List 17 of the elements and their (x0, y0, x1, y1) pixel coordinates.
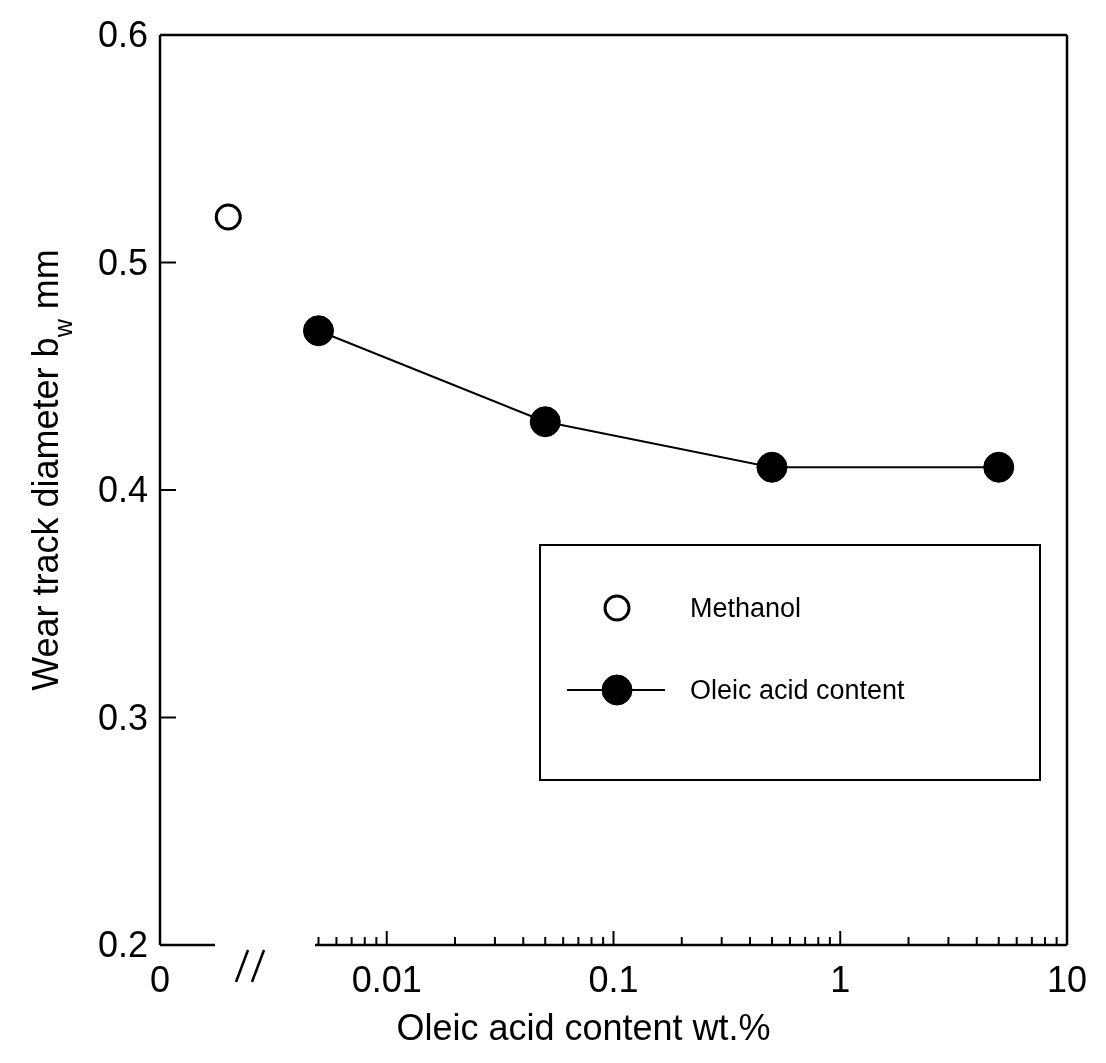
y-tick-label: 0.2 (97, 924, 148, 965)
point (756, 451, 788, 483)
x-tick-label: 0.1 (588, 959, 639, 1000)
point (983, 451, 1015, 483)
legend-label: Methanol (690, 593, 802, 623)
x-tick-label: 0 (149, 959, 171, 1000)
y-tick-label: 0.3 (97, 696, 148, 738)
x-tick-label: 0.01 (351, 959, 422, 1000)
point (302, 315, 334, 347)
y-tick-label: 0.5 (97, 241, 148, 283)
point (529, 406, 561, 438)
y-tick-label: 0.4 (97, 469, 148, 510)
x-axis-title: Oleic acid content wt.% (396, 1007, 771, 1048)
y-tick-label: 0.6 (97, 14, 148, 55)
x-tick-label: 10 (1046, 959, 1088, 1000)
x-tick-label: 1 (830, 959, 851, 1000)
legend-label: Oleic acid content (690, 675, 906, 705)
